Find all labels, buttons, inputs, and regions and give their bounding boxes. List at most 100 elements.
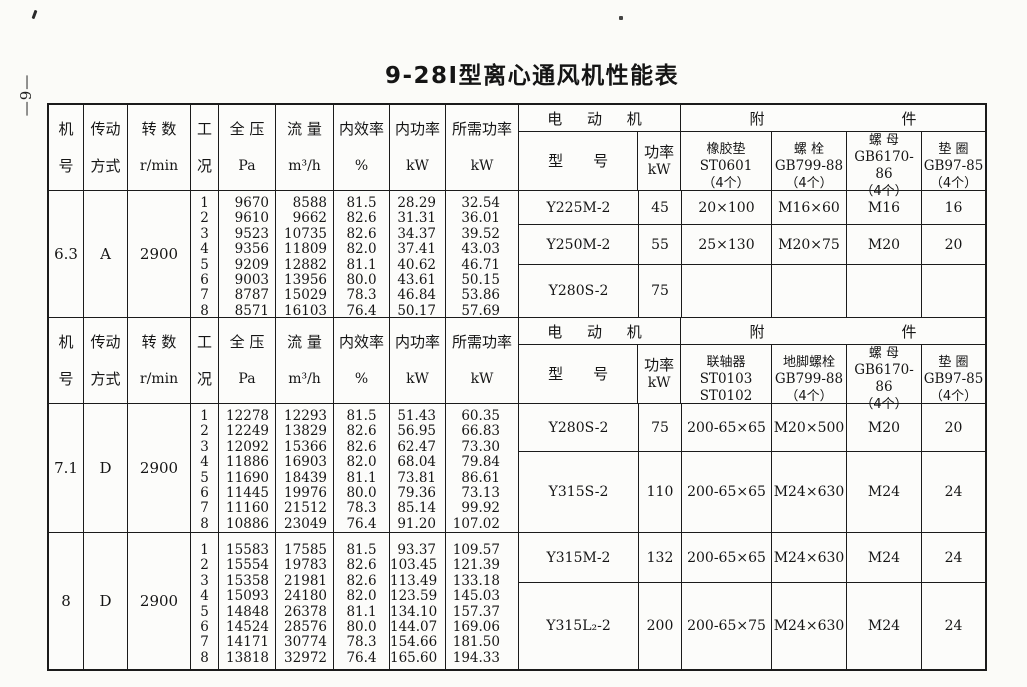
value-line: 14171 (226, 634, 269, 651)
value-line: 6 (200, 484, 209, 501)
value-line: 5 (200, 469, 209, 486)
value-line: 82.6 (346, 225, 377, 242)
value-line: 107.02 (452, 515, 500, 532)
value-line: 81.5 (346, 408, 377, 424)
col-header-washer: 垫 圈 GB97-85 （4个） (921, 345, 985, 413)
header-label: 号 (58, 369, 74, 388)
header-label: 流 量 (287, 120, 322, 139)
col-header-required-power: 所需功率 kW (445, 318, 518, 403)
value-line: 56.95 (397, 423, 436, 440)
col-header-motor-power: 功率 kW (637, 345, 680, 403)
value-line: 82.6 (346, 438, 377, 455)
page-number: —9— (17, 73, 35, 117)
value-line: 81.5 (346, 195, 377, 211)
value-line: 82.6 (346, 423, 377, 440)
header-label: 内功率 (394, 120, 440, 139)
accessory-subheaders: 联轴器 ST0103 ST0102 地脚螺栓 GB799-88 （4个） 螺 母… (681, 345, 985, 413)
col-header-condition: 工 况 (190, 318, 218, 403)
motor-subheaders: 型 号 功率 kW (519, 132, 680, 190)
value-line: 103.45 (390, 557, 438, 574)
header-unit: r/min (139, 157, 179, 174)
value-line: 81.1 (346, 469, 377, 486)
header-qty: （4个） (929, 175, 978, 191)
value-line: 15093 (226, 588, 269, 605)
header-label: 号 (58, 156, 74, 175)
value-line: 9209 (234, 256, 269, 273)
accessory-label-left: 附 (749, 322, 765, 341)
value-line: 8787 (234, 287, 269, 304)
motor-model: Y280S-2 (548, 282, 609, 299)
efficiency-values: 81.5 82.6 82.6 82.0 81.1 80.0 78.3 76.4 (333, 191, 389, 319)
anchor-bolt-size: M24×630 (771, 583, 846, 669)
col-header-internal-power: 内功率 kW (389, 105, 445, 190)
header-label: 螺 母 (868, 133, 900, 148)
accessory-label-right: 件 (901, 322, 917, 341)
nut-size: M16 (846, 191, 921, 225)
page-title: 9-28Ⅰ型离心通风机性能表 (385, 63, 680, 89)
efficiency-values: 81.5 82.6 82.6 82.0 81.1 80.0 78.3 76.4 (333, 533, 389, 669)
header-unit: m³/h (288, 157, 321, 174)
header-label: 机 (58, 333, 74, 352)
value-line: 80.0 (346, 618, 377, 635)
motor-row: Y315M-2 132 200-65×65 M24×630 M24 24 (519, 533, 985, 583)
motor-subheaders: 型 号 功率 kW (519, 345, 680, 403)
value-line: 60.35 (461, 408, 500, 424)
header-qty: （4个） (860, 184, 908, 199)
value-line: 31.31 (397, 210, 436, 227)
header-label: 型 号 (548, 152, 609, 170)
value-line: 34.37 (397, 225, 436, 242)
value-line: 3 (200, 438, 209, 455)
col-header-pressure: 全 压 Pa (218, 105, 275, 190)
value-line: 9356 (234, 241, 269, 258)
value-line: 19976 (284, 484, 327, 501)
header-standard: ST0102 (699, 387, 753, 404)
value-line: 37.41 (397, 241, 436, 258)
washer-size: 24 (921, 533, 985, 583)
efficiency-values: 81.5 82.6 82.6 82.0 81.1 80.0 78.3 76.4 (333, 404, 389, 532)
value-line: 39.52 (461, 225, 500, 242)
motor-model: Y280S-2 (548, 419, 609, 436)
header-standard: GB6170-86 (854, 362, 914, 395)
value-line: 11809 (284, 241, 327, 258)
value-line: 79.36 (397, 484, 436, 501)
col-header-anchor-bolt: 地脚螺栓 GB799-88 （4个） (771, 345, 846, 413)
value-line: 21981 (284, 572, 327, 589)
motor-power: 75 (638, 264, 681, 317)
drive-value: D (83, 404, 127, 532)
value-line: 73.30 (461, 438, 500, 455)
value-line: 12882 (284, 256, 327, 273)
rubber-pad-size: 20×100 (681, 191, 771, 225)
value-line: 8 (200, 302, 209, 319)
bolt-size: M20×75 (771, 225, 846, 264)
value-line: 9003 (234, 271, 269, 288)
value-line: 15554 (226, 557, 269, 574)
value-line: 15358 (226, 572, 269, 589)
accessory-subheaders: 橡胶垫 ST0601 （4个） 螺 栓 GB799-88 （4个） 螺 母 GB… (681, 132, 985, 200)
header-standard: ST0601 (699, 157, 753, 174)
value-line: 154.66 (390, 634, 438, 651)
value-line: 3 (200, 225, 209, 242)
header-label: 转 数 (141, 333, 177, 352)
value-line: 14524 (226, 618, 269, 635)
internal-power-values: 51.43 56.95 62.47 68.04 73.81 79.36 85.14 91.20 (389, 404, 445, 532)
table-header-1: 机 号 传动 方式 转 数 r/min 工 况 全 压 Pa 流 量 m³/h (49, 105, 985, 200)
accessory-label-left: 附 (749, 109, 765, 128)
value-line: 24180 (284, 588, 327, 605)
value-line: 8571 (234, 302, 269, 319)
flow-values: 8588 9662 10735 11809 12882 13956 15029 16103 (275, 191, 333, 319)
value-line: 181.50 (452, 634, 500, 651)
motor-power: 75 (638, 404, 681, 451)
flow-values: 12293 13829 15366 16903 18439 19976 21512 23049 (275, 404, 333, 532)
value-line: 8 (200, 515, 209, 532)
header-label: 内功率 (394, 333, 440, 352)
motor-group-label: 电 动 机 (519, 318, 680, 345)
value-line: 194.33 (452, 649, 500, 666)
value-line: 15366 (284, 438, 327, 455)
header-label: 全 压 (229, 120, 265, 139)
